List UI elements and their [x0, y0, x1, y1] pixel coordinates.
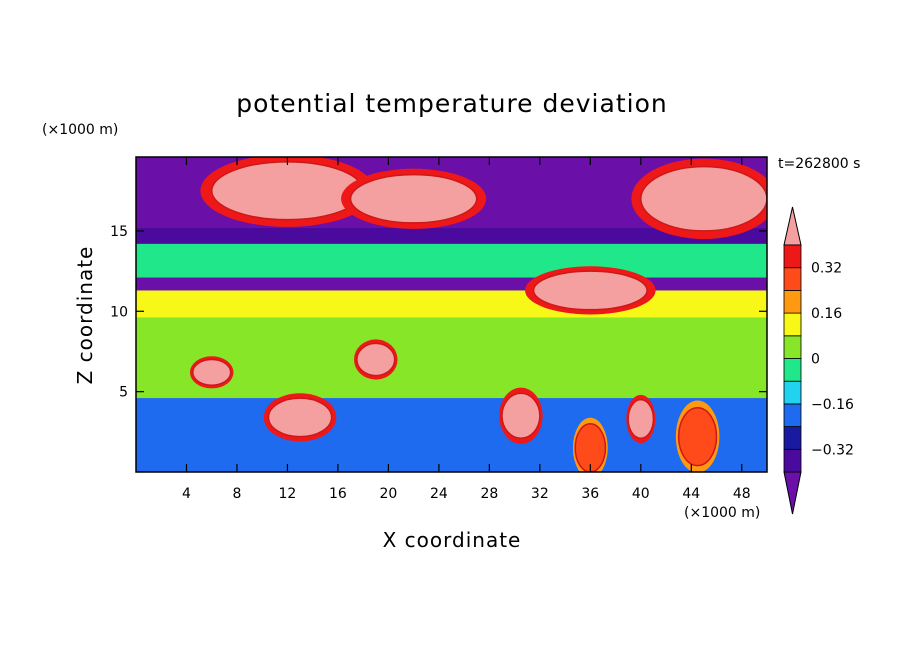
contour-band-0 [136, 398, 767, 466]
colorbar-segment-9 [783, 244, 802, 269]
colorbar-segment-2 [783, 403, 802, 427]
contour-band-3 [136, 277, 767, 291]
contour-blob-11 [267, 397, 333, 438]
contour-blob-12 [501, 392, 541, 439]
colorbar-segment-4 [783, 358, 802, 382]
contour-blob-7 [210, 161, 364, 221]
contour-blob-16 [356, 342, 396, 377]
colorbar-tick-label-1: −0.16 [811, 397, 854, 413]
x-axis-title: X coordinate [383, 528, 522, 552]
colorbar-tick-label-4: 0.32 [811, 261, 842, 277]
y-axis-title: Z coordinate [73, 246, 97, 385]
colorbar-segment-7 [783, 289, 802, 314]
y-tick-label-15: 15 [110, 224, 128, 240]
x-tick-label-44: 44 [682, 486, 700, 502]
colorbar-tick-label-2: 0 [811, 352, 820, 368]
contour-band-5 [136, 227, 767, 244]
contour-blob-9 [532, 270, 648, 311]
y-unit-label: (×1000 m) [42, 122, 118, 138]
colorbar-segment-6 [783, 312, 802, 337]
y-tick-label-5: 5 [119, 385, 128, 401]
colorbar-tick-label-3: 0.16 [811, 306, 842, 322]
contour-band-2 [136, 290, 767, 318]
contour-blob-8 [349, 173, 478, 224]
x-tick-label-16: 16 [329, 486, 347, 502]
contour-blob-15 [192, 358, 232, 386]
x-tick-label-24: 24 [430, 486, 448, 502]
x-tick-label-28: 28 [480, 486, 498, 502]
contour-blob-17 [627, 398, 655, 440]
x-tick-label-12: 12 [279, 486, 297, 502]
x-unit-label: (×1000 m) [684, 505, 760, 521]
x-tick-label-36: 36 [581, 486, 599, 502]
x-tick-label-20: 20 [379, 486, 397, 502]
colorbar-segment-5 [783, 335, 802, 359]
colorbar-extend-low [783, 471, 802, 515]
colorbar-segment-0 [783, 448, 802, 473]
chart-title: potential temperature deviation [236, 89, 667, 118]
y-axis: 5 10 15 [110, 224, 767, 401]
colorbar: −0.32 −0.16 0 0.16 0.32 [783, 206, 854, 515]
x-tick-label-32: 32 [531, 486, 549, 502]
colorbar-segment-8 [783, 267, 802, 291]
colorbar-segment-1 [783, 426, 802, 450]
colorbar-segment-3 [783, 380, 802, 405]
contour-blob-10 [640, 165, 767, 232]
contour-band-4 [136, 243, 767, 278]
x-tick-label-4: 4 [182, 486, 191, 502]
y-tick-label-10: 10 [110, 304, 128, 320]
x-tick-label-8: 8 [232, 486, 241, 502]
contour-field [136, 157, 767, 472]
plot-frame [135, 156, 768, 473]
time-label: t=262800 s [778, 156, 860, 172]
colorbar-extend-high [783, 206, 802, 246]
x-tick-label-48: 48 [733, 486, 751, 502]
x-tick-label-40: 40 [632, 486, 650, 502]
x-axis: 4 8 12 16 20 24 28 32 36 40 44 48 [182, 157, 751, 502]
contour-band-1 [136, 317, 767, 399]
colorbar-tick-label-0: −0.32 [811, 442, 854, 458]
contour-blob-14 [677, 406, 718, 467]
